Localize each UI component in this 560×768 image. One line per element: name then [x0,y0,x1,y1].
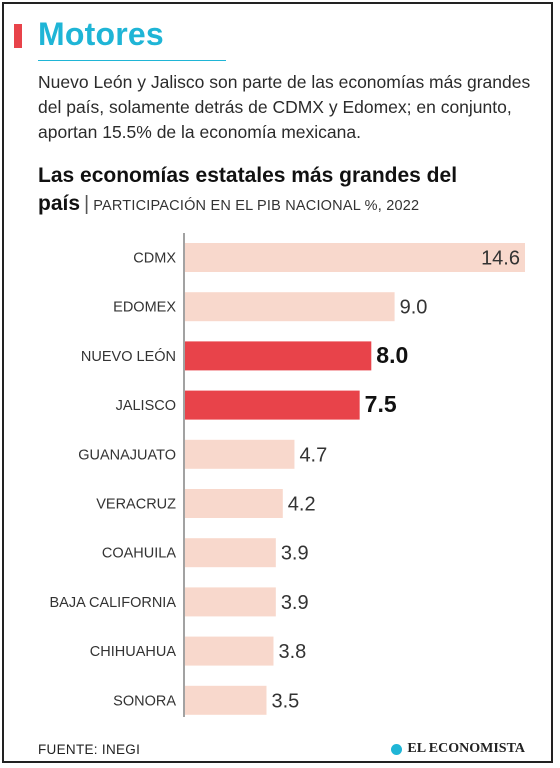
value-label: 4.7 [299,444,327,466]
brand-logo: EL ECONOMISTA [391,741,525,757]
bar-jalisco [185,390,360,420]
value-label: 14.6 [481,248,520,270]
category-label: SONORA [113,693,176,709]
title-underline [38,60,226,61]
bar-guanajuato [185,439,295,469]
category-label: NUEVO LEÓN [81,348,176,365]
bar-chihuahua [185,636,274,666]
lede-text: Nuevo León y Jalisco son parte de las ec… [38,72,531,142]
value-label: 9.0 [400,297,428,319]
value-label: 3.5 [272,690,300,712]
bar-chart: CDMX 14.6 EDOMEX 9.0 NUEVO LEÓN 8.0 JALISCO 7.5… [49,233,525,717]
bar-nuevo-león [185,341,372,371]
value-label: 4.2 [288,494,316,516]
source-note: FUENTE: INEGI [38,742,141,757]
bar-edomex [185,292,395,322]
value-label: 3.8 [278,641,306,663]
value-label: 7.5 [365,391,397,417]
category-label: GUANAJUATO [78,447,176,463]
category-label: COAHUILA [102,546,176,562]
chart-subtitle: PARTICIPACIÓN EN EL PIB NACIONAL %, 2022 [93,198,420,214]
brand-name: EL ECONOMISTA [407,741,525,756]
category-label: VERACRUZ [96,497,176,513]
bar-baja-california [185,587,276,617]
category-label: JALISCO [116,398,176,414]
value-label: 3.9 [281,543,309,565]
bar-coahuila [185,538,276,568]
category-label: CDMX [133,251,176,267]
chart-title: Las economías estatales más grandes del … [38,164,458,215]
category-label: CHIHUAHUA [90,644,177,660]
value-label: 3.9 [281,592,309,614]
infographic-card: Motores Nuevo León y Jalisco son parte d… [2,2,553,763]
category-label: BAJA CALIFORNIA [49,595,176,611]
accent-mark [14,24,22,48]
page-title: Motores [38,16,164,52]
value-label: 8.0 [376,342,408,368]
bar-veracruz [185,489,283,518]
el-economista-logo-icon [391,743,403,755]
bar-sonora [185,685,267,715]
title-separator: | [84,193,90,215]
bar-cdmx [185,243,525,272]
chart-title-block: Las economías estatales más grandes del … [38,162,538,220]
category-label: EDOMEX [113,300,176,316]
